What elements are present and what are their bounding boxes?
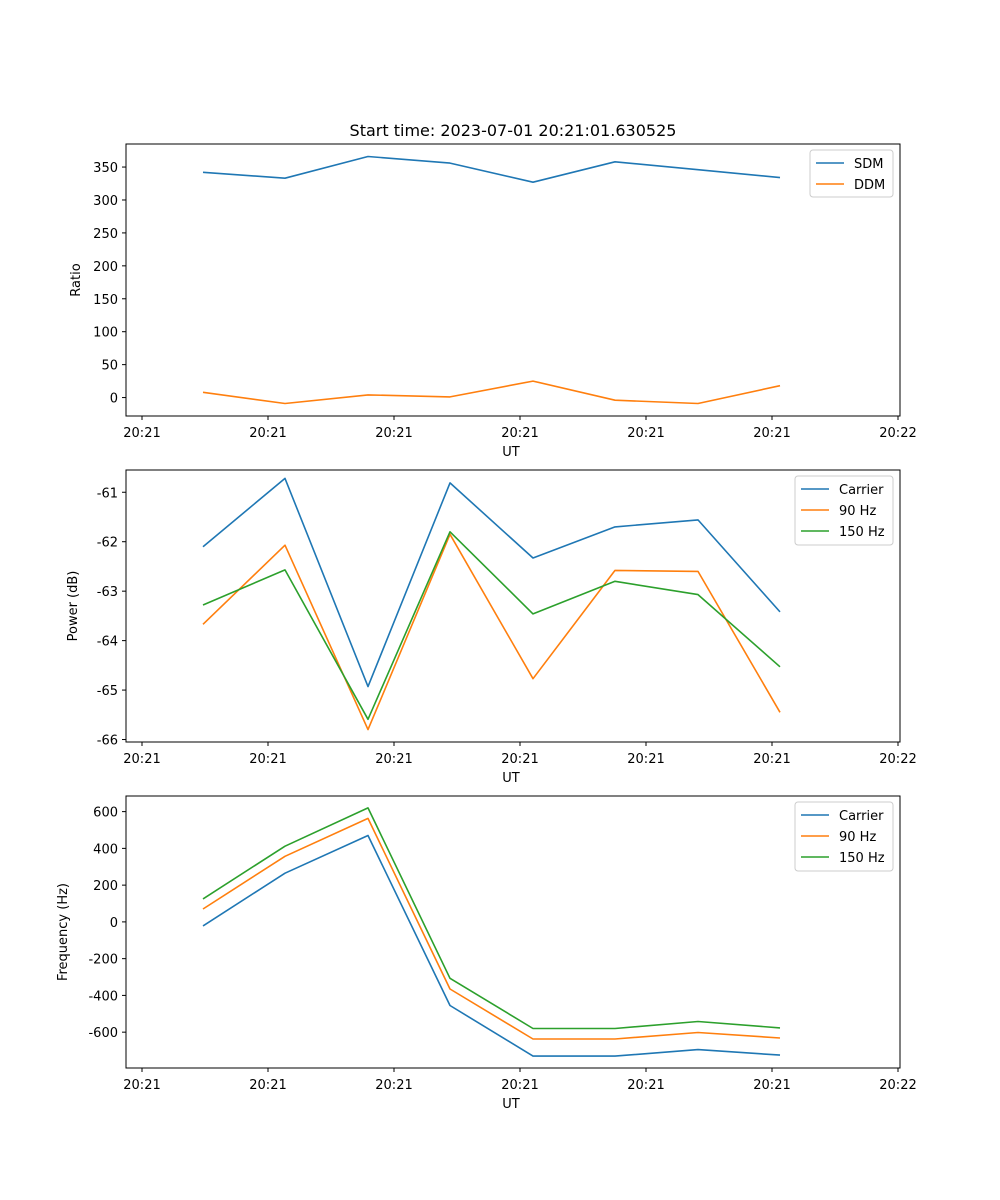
- axes-frame: [125, 143, 901, 417]
- x-tick-label: 20:21: [375, 426, 412, 441]
- axes-frame: [125, 469, 901, 743]
- x-tick-label: 20:21: [375, 752, 412, 767]
- y-tick-label: 250: [93, 227, 118, 242]
- y-tick-label: 0: [110, 392, 118, 407]
- y-axis-label: Frequency (Hz): [56, 883, 71, 981]
- y-axis-label: Ratio: [69, 263, 84, 296]
- series-line-150-hz: [202, 530, 781, 721]
- legend-box: [809, 149, 894, 198]
- legend-label: Carrier: [839, 483, 884, 498]
- y-tick-label: -62: [97, 536, 118, 551]
- x-tick-label: 20:21: [753, 752, 790, 767]
- x-tick-label: 20:21: [753, 426, 790, 441]
- x-axis-label: UT: [502, 445, 520, 460]
- series-line-90-hz: [202, 817, 781, 1040]
- y-tick-label: 350: [93, 161, 118, 176]
- legend: SDM DDM: [809, 149, 894, 198]
- legend: Carrier 90 Hz 150 Hz: [794, 801, 894, 872]
- series-line-ddm: [202, 380, 781, 405]
- x-tick-label: 20:21: [627, 752, 664, 767]
- x-tick-label: 20:21: [627, 1078, 664, 1093]
- series-line-150-hz: [202, 807, 781, 1030]
- legend-label: 90 Hz: [839, 504, 876, 519]
- y-tick-label: -200: [88, 953, 118, 968]
- legend-label: DDM: [854, 178, 885, 193]
- ratio-panel: 20:21 20:21 20:21 20:21 20:21 20:21 20:22 UT 0 50…: [69, 143, 917, 460]
- y-tick-label: 200: [93, 260, 118, 275]
- x-tick-label: 20:21: [375, 1078, 412, 1093]
- y-tick-label: -66: [97, 734, 118, 749]
- y-tick-label: -65: [97, 684, 118, 699]
- y-tick-label: 50: [101, 359, 118, 374]
- series-line-sdm: [202, 155, 781, 183]
- y-tick-label: 400: [93, 842, 118, 857]
- legend-label: Carrier: [839, 809, 884, 824]
- x-tick-label: 20:22: [879, 752, 916, 767]
- x-tick-label: 20:21: [249, 752, 286, 767]
- y-tick-label: -600: [88, 1026, 118, 1041]
- y-tick-label: 100: [93, 326, 118, 341]
- legend-label: 150 Hz: [839, 851, 885, 866]
- series-line-carrier: [202, 477, 781, 688]
- legend-label: SDM: [854, 157, 883, 172]
- legend-label: 90 Hz: [839, 830, 876, 845]
- x-tick-label: 20:21: [753, 1078, 790, 1093]
- y-tick-label: 200: [93, 879, 118, 894]
- frequency-panel: 20:21 20:21 20:21 20:21 20:21 20:21 20:22 UT -60…: [56, 795, 917, 1112]
- x-tick-label: 20:21: [627, 426, 664, 441]
- figure-title: Start time: 2023-07-01 20:21:01.630525: [350, 121, 677, 140]
- x-axis-label: UT: [502, 771, 520, 786]
- x-tick-label: 20:21: [123, 426, 160, 441]
- series-line-carrier: [202, 834, 781, 1057]
- y-tick-label: 150: [93, 293, 118, 308]
- x-tick-label: 20:21: [249, 1078, 286, 1093]
- y-axis-label: Power (dB): [66, 571, 81, 642]
- x-tick-label: 20:22: [879, 426, 916, 441]
- x-tick-label: 20:21: [501, 426, 538, 441]
- legend-box: [794, 801, 894, 872]
- y-tick-label: 600: [93, 806, 118, 821]
- y-tick-label: -61: [97, 486, 118, 501]
- legend-box: [794, 475, 894, 546]
- power-panel: 20:21 20:21 20:21 20:21 20:21 20:21 20:22 UT -66…: [66, 469, 917, 786]
- y-tick-label: 0: [110, 916, 118, 931]
- x-tick-label: 20:21: [501, 1078, 538, 1093]
- x-tick-label: 20:21: [501, 752, 538, 767]
- y-tick-label: 300: [93, 194, 118, 209]
- y-tick-label: -63: [97, 585, 118, 600]
- y-tick-label: -64: [97, 635, 118, 650]
- legend: Carrier 90 Hz 150 Hz: [794, 475, 894, 546]
- x-tick-label: 20:22: [879, 1078, 916, 1093]
- series-line-90-hz: [202, 533, 781, 731]
- x-axis-label: UT: [502, 1097, 520, 1112]
- x-tick-label: 20:21: [249, 426, 286, 441]
- y-tick-label: -400: [88, 989, 118, 1004]
- legend-label: 150 Hz: [839, 525, 885, 540]
- axes-frame: [125, 795, 901, 1069]
- x-tick-label: 20:21: [123, 752, 160, 767]
- x-tick-label: 20:21: [123, 1078, 160, 1093]
